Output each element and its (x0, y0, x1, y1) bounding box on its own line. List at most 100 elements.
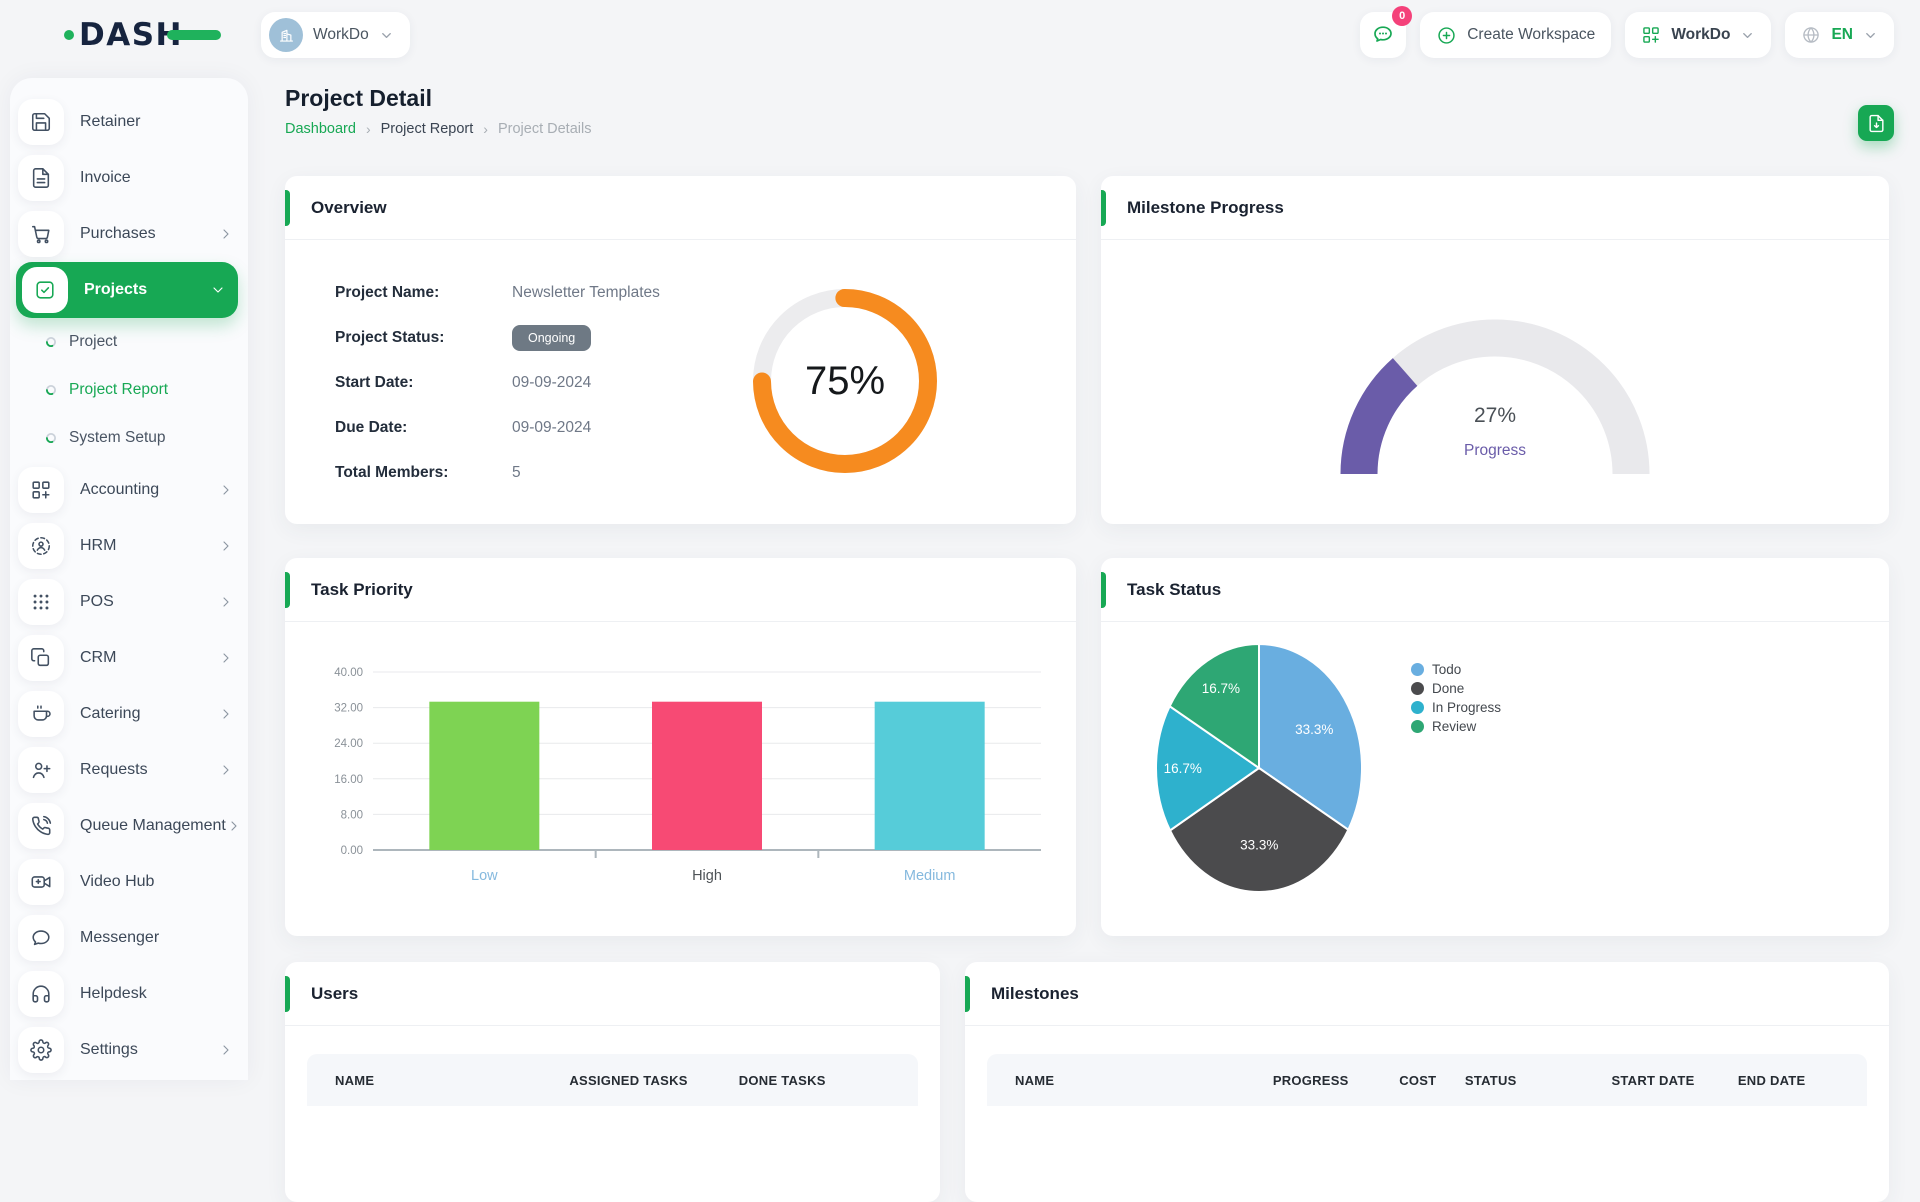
sidebar-item-label: Accounting (80, 481, 160, 498)
gauge-sub-label: Progress (1463, 442, 1527, 459)
sidebar-item-settings[interactable]: Settings (10, 1022, 248, 1078)
language-selector[interactable]: EN (1785, 12, 1894, 58)
export-report-button[interactable] (1858, 105, 1894, 141)
status-badge: Ongoing (512, 324, 592, 351)
task-status-pie-chart: 33.3% 33.3% 16.7% 16.7% (1101, 618, 1621, 918)
svg-text:40.00: 40.00 (334, 667, 363, 679)
chevron-right-icon (218, 226, 234, 242)
gear-icon (18, 1027, 64, 1073)
overview-value: 09-09-2024 (512, 373, 592, 391)
sidebar-item-catering[interactable]: Catering (10, 686, 248, 742)
overview-label: Start Date: (335, 373, 414, 391)
gauge-chart-svg (1325, 304, 1665, 484)
column-header-status: STATUS (1464, 1072, 1517, 1088)
overview-row-project-name-: Project Name: Newsletter Templates (335, 284, 660, 302)
workspace-avatar (269, 18, 303, 52)
create-workspace-button[interactable]: Create Workspace (1420, 12, 1612, 58)
legend-item-done: Done (1411, 681, 1501, 696)
overview-row-total-members-: Total Members: 5 (335, 464, 660, 482)
workspace-dropdown-label: WorkDo (1671, 26, 1731, 43)
legend-label: In Progress (1432, 699, 1502, 715)
users-card: Users NAME ASSIGNED TASKS DONE TASKS (285, 962, 940, 1202)
breadcrumb-item-dashboard[interactable]: Dashboard (285, 121, 356, 137)
cart-icon (18, 211, 64, 257)
sidebar-item-video-hub[interactable]: Video Hub (10, 854, 248, 910)
svg-text:Medium: Medium (904, 868, 956, 884)
chevron-right-icon (218, 482, 234, 498)
column-header-assigned-tasks: ASSIGNED TASKS (569, 1072, 688, 1088)
sidebar-item-pos[interactable]: POS (10, 574, 248, 630)
chevron-down-icon (210, 282, 226, 298)
sidebar-item-purchases[interactable]: Purchases (10, 206, 248, 262)
legend-item-review: Review (1411, 718, 1501, 734)
bullet-icon (45, 432, 57, 444)
sidebar-subitem-project[interactable]: Project (10, 318, 248, 366)
milestone-gauge-chart: 27% Progress (1325, 304, 1665, 484)
overview-value: Newsletter Templates (512, 283, 660, 301)
building-icon (277, 26, 296, 45)
sidebar-item-label: Queue Management (80, 817, 226, 834)
sidebar-item-accounting[interactable]: Accounting (10, 462, 248, 518)
task-status-card-header: Task Status (1101, 558, 1889, 622)
grid-plus-icon (18, 467, 64, 513)
milestones-table-header: NAME PROGRESS COST STATUS START DATE END DATE (987, 1054, 1867, 1106)
sidebar-item-label: Purchases (80, 225, 156, 242)
chevron-right-icon: › (483, 121, 488, 137)
workspace-name: WorkDo (313, 26, 369, 43)
svg-text:16.00: 16.00 (334, 774, 363, 786)
logo-text: DASH (79, 17, 183, 53)
chevron-right-icon (218, 650, 234, 666)
topbar-actions: 0 Create Workspace WorkDo EN (1360, 6, 1920, 58)
chat-icon (1371, 23, 1395, 47)
sidebar-item-label: Settings (80, 1041, 138, 1058)
sidebar-item-messenger[interactable]: Messenger (10, 910, 248, 966)
svg-text:16.7%: 16.7% (1164, 761, 1202, 776)
chevron-down-icon (1863, 28, 1878, 43)
column-header-name: NAME (1015, 1072, 1055, 1088)
task-priority-card-header: Task Priority (285, 558, 1076, 622)
video-icon (18, 859, 64, 905)
sidebar-subitem-label: Project Report (69, 381, 169, 398)
workspace-switcher[interactable]: WorkDo (261, 12, 410, 58)
sidebar-subitem-system-setup[interactable]: System Setup (10, 414, 248, 462)
page-head: Project Detail Dashboard › Project Report ›… (285, 84, 1894, 141)
sidebar-item-label: CRM (80, 649, 117, 666)
chevron-right-icon (226, 818, 242, 834)
sidebar-item-label: Messenger (80, 929, 160, 946)
sidebar-item-invoice[interactable]: Invoice (10, 150, 248, 206)
card-title: Milestones (991, 983, 1079, 1003)
column-header-start-date: START DATE (1611, 1072, 1695, 1088)
svg-text:16.7%: 16.7% (1202, 681, 1240, 696)
sidebar-item-projects[interactable]: Projects (16, 262, 238, 318)
workspace-dropdown[interactable]: WorkDo (1625, 12, 1772, 58)
create-workspace-label: Create Workspace (1467, 26, 1596, 43)
dots-grid-icon (18, 579, 64, 625)
svg-text:33.3%: 33.3% (1240, 837, 1278, 852)
logo-dot (64, 30, 74, 40)
sidebar-item-hrm[interactable]: HRM (10, 518, 248, 574)
svg-text:8.00: 8.00 (341, 809, 363, 821)
sidebar-item-helpdesk[interactable]: Helpdesk (10, 966, 248, 1022)
breadcrumb-item-project-report[interactable]: Project Report (380, 121, 474, 137)
legend-swatch (1411, 681, 1424, 695)
sidebar-item-label: Projects (84, 281, 148, 298)
chevron-right-icon (218, 706, 234, 722)
legend-label: Review (1432, 718, 1477, 734)
sidebar-item-retainer[interactable]: Retainer (10, 94, 248, 150)
invoice-icon (18, 155, 64, 201)
file-export-icon (1867, 114, 1886, 133)
donut-chart-svg (744, 280, 946, 482)
overview-row-project-status-: Project Status: Ongoing (335, 324, 660, 351)
sidebar-item-queue-management[interactable]: Queue Management (10, 798, 248, 854)
overview-label: Project Status: (335, 328, 445, 346)
overview-rows: Project Name: Newsletter Templates Project… (335, 270, 660, 495)
sidebar-item-crm[interactable]: CRM (10, 630, 248, 686)
chevron-right-icon (218, 538, 234, 554)
sidebar-item-requests[interactable]: Requests (10, 742, 248, 798)
sidebar-subitem-project-report[interactable]: Project Report (10, 366, 248, 414)
milestones-card: Milestones NAME PROGRESS COST STATUS START D… (965, 962, 1889, 1202)
page-title: Project Detail (285, 85, 432, 111)
sidebar-item-label: HRM (80, 537, 117, 554)
column-header-progress: PROGRESS (1272, 1072, 1349, 1088)
messages-button[interactable]: 0 (1360, 6, 1413, 58)
